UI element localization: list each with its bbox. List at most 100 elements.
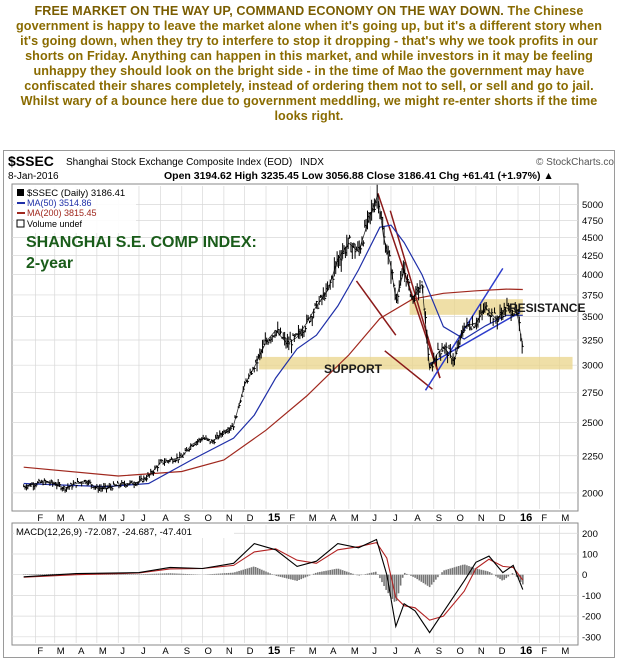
macd-y-tick-label: 0 — [582, 570, 587, 581]
macd-x-tick-label: S — [184, 646, 190, 657]
macd-x-tick-label: M — [309, 646, 317, 657]
price-x-tick-label: D — [247, 513, 254, 524]
price-x-tick-label: M — [309, 513, 317, 524]
price-x-tick-label: A — [414, 513, 421, 524]
chart-date: 8-Jan-2016 — [8, 171, 59, 182]
macd-y-tick-label: 200 — [582, 529, 598, 540]
band-support — [259, 356, 573, 370]
price-x-tick-label: J — [141, 513, 146, 524]
macd-x-tick-label: A — [162, 646, 169, 657]
macd-x-tick-label: J — [120, 646, 125, 657]
macd-y-tick-label: 100 — [582, 549, 598, 560]
macd-x-tick-label: N — [226, 646, 233, 657]
macd-x-tick-label: 15 — [268, 645, 280, 657]
macd-x-tick-label: A — [330, 646, 337, 657]
chart-exchange: INDX — [300, 157, 324, 168]
price-x-tick-label: F — [541, 513, 547, 524]
price-y-tick-label: 4250 — [582, 251, 603, 262]
price-y-tick-label: 4000 — [582, 270, 603, 281]
price-close-line — [23, 194, 524, 489]
commentary-lead: FREE MARKET ON THE WAY UP, COMMAND ECONO… — [34, 4, 504, 18]
macd-x-tick-label: J — [393, 646, 398, 657]
chart-index-name: Shanghai Stock Exchange Composite Index … — [66, 157, 292, 168]
price-x-tick-label: 15 — [268, 512, 280, 524]
trendline-early — [355, 280, 397, 336]
price-x-tick-label: A — [162, 513, 169, 524]
macd-x-tick-label: F — [37, 646, 43, 657]
price-x-tick-label: M — [561, 513, 569, 524]
price-x-tick-label: N — [226, 513, 233, 524]
macd-x-tick-label: M — [351, 646, 359, 657]
macd-x-tick-label: A — [78, 646, 85, 657]
macd-line — [23, 538, 524, 634]
price-x-axis: F M A M J J A S O N D 15 F M A M J J A S O N D 16 F M — [37, 512, 569, 524]
macd-gridlines — [12, 525, 578, 643]
macd-x-tick-label: F — [541, 646, 547, 657]
price-y-tick-label: 2750 — [582, 388, 603, 399]
macd-x-tick-label: M — [57, 646, 65, 657]
price-x-tick-label: F — [37, 513, 43, 524]
annotation-subtitle: 2-year — [26, 255, 73, 272]
stockcharts-chart: $SSEC Shanghai Stock Exchange Composite … — [4, 151, 618, 657]
price-y-tick-label: 2000 — [582, 488, 603, 499]
macd-x-tick-label: M — [99, 646, 107, 657]
price-y-tick-label: 3500 — [582, 312, 603, 323]
annotation-resistance: RESISTANCE — [509, 301, 585, 315]
legend-ma200: MA(200) 3815.45 — [27, 208, 97, 218]
legend-swatch-price — [17, 189, 24, 196]
commentary-text: FREE MARKET ON THE WAY UP, COMMAND ECONO… — [8, 4, 610, 126]
price-x-tick-label: M — [99, 513, 107, 524]
macd-x-tick-label: D — [247, 646, 254, 657]
price-panel — [11, 183, 579, 512]
price-y-tick-label: 5000 — [582, 200, 603, 211]
macd-y-axis: -300 -200 -100 0 100 200 — [582, 529, 601, 644]
macd-x-tick-label: N — [478, 646, 485, 657]
ma200-line — [23, 288, 523, 477]
price-y-tick-label: 2500 — [582, 418, 603, 429]
price-x-tick-label: O — [456, 513, 463, 524]
macd-y-tick-label: -200 — [582, 612, 601, 623]
macd-x-tick-label: F — [289, 646, 295, 657]
ma50-line — [23, 224, 523, 488]
macd-y-tick-label: -100 — [582, 591, 601, 602]
price-y-tick-label: 4750 — [582, 216, 603, 227]
price-x-tick-label: M — [57, 513, 65, 524]
legend-volume: Volume undef — [27, 219, 83, 229]
macd-x-axis: F M A M J J A S O N D 15 F M A M J J A S O N D 16 F M — [37, 645, 569, 657]
price-x-tick-label: D — [499, 513, 506, 524]
macd-x-tick-label: J — [372, 646, 377, 657]
macd-label-bg — [14, 525, 234, 538]
macd-x-tick-label: O — [456, 646, 463, 657]
channel-lower — [429, 311, 521, 365]
price-x-tick-label: F — [289, 513, 295, 524]
price-y-axis: 2000 2250 2500 2750 3000 3250 3500 3750 4000 4250… — [582, 200, 603, 500]
trendline-lower — [384, 350, 433, 390]
price-x-tick-label: 16 — [520, 512, 532, 524]
commentary-body: The Chinese government is happy to leave… — [16, 4, 602, 123]
stockcharts-watermark: © StockCharts.com — [536, 157, 614, 168]
legend-ma50: MA(50) 3514.86 — [27, 198, 92, 208]
macd-x-tick-label: 16 — [520, 645, 532, 657]
macd-x-tick-label: S — [436, 646, 442, 657]
macd-x-tick-label: D — [499, 646, 506, 657]
macd-x-tick-label: J — [141, 646, 146, 657]
legend-price: $SSEC (Daily) 3186.41 — [27, 188, 125, 199]
price-series — [23, 184, 524, 493]
price-x-tick-label: A — [330, 513, 337, 524]
price-y-tick-label: 4500 — [582, 233, 603, 244]
price-x-tick-label: J — [120, 513, 125, 524]
legend-swatch-volume — [16, 219, 25, 228]
price-x-tick-label: A — [78, 513, 85, 524]
price-x-tick-label: J — [393, 513, 398, 524]
price-y-tick-label: 3250 — [582, 335, 603, 346]
price-y-tick-label: 2250 — [582, 451, 603, 462]
annotation-title: SHANGHAI S.E. COMP INDEX: — [26, 234, 257, 251]
macd-y-tick-label: -300 — [582, 632, 601, 643]
chart-symbol: $SSEC — [8, 153, 54, 169]
price-x-tick-label: S — [184, 513, 190, 524]
macd-x-tick-label: A — [414, 646, 421, 657]
annotation-support: SUPPORT — [324, 362, 383, 376]
chart-frame: $SSEC Shanghai Stock Exchange Composite … — [3, 150, 618, 658]
price-y-tick-label: 3750 — [582, 290, 603, 301]
macd-x-tick-label: M — [561, 646, 569, 657]
